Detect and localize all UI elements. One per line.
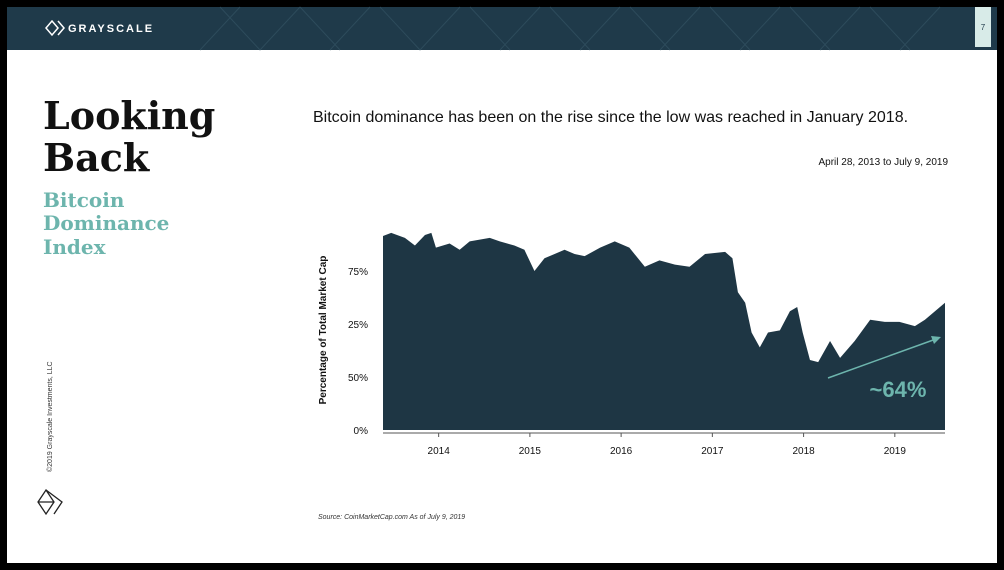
- subheading: Index: [43, 235, 107, 259]
- x-tick-label: 2018: [792, 446, 815, 457]
- y-tick-label: 75%: [348, 267, 368, 278]
- page-tab: [975, 7, 991, 47]
- heading: Back: [43, 135, 150, 180]
- header-logo: [45, 19, 65, 37]
- y-tick-label: 25%: [348, 320, 368, 331]
- chart-title: Bitcoin dominance has been on the rise s…: [313, 109, 908, 126]
- x-tick-label: 2014: [428, 446, 451, 457]
- footer-logo: [37, 488, 63, 516]
- x-tick-label: 2019: [884, 446, 907, 457]
- header-pattern: [199, 6, 941, 51]
- y-tick-label: 0%: [354, 426, 369, 437]
- chart-subtitle: April 28, 2013 to July 9, 2019: [818, 157, 948, 168]
- y-tick-label: 50%: [348, 373, 368, 384]
- heading: Looking: [43, 93, 215, 138]
- page-number: 7: [981, 23, 986, 32]
- y-axis-label: Percentage of Total Market Cap: [318, 256, 329, 405]
- header-band: [7, 7, 997, 50]
- x-tick-label: 2017: [701, 446, 724, 457]
- subheading: Dominance: [43, 211, 169, 235]
- annotation-arrow: [827, 338, 937, 379]
- copyright: ©2019 Grayscale Investments, LLC: [46, 361, 54, 472]
- source: Source: CoinMarketCap.com As of July 9, …: [318, 514, 465, 521]
- x-tick-label: 2016: [610, 446, 633, 457]
- x-tick-label: 2015: [519, 446, 542, 457]
- brand: GRAYSCALE: [68, 23, 154, 35]
- annotation: ~64%: [870, 377, 927, 402]
- subheading: Bitcoin: [43, 188, 125, 212]
- annotation-arrowhead: [931, 336, 941, 344]
- area: [383, 232, 945, 430]
